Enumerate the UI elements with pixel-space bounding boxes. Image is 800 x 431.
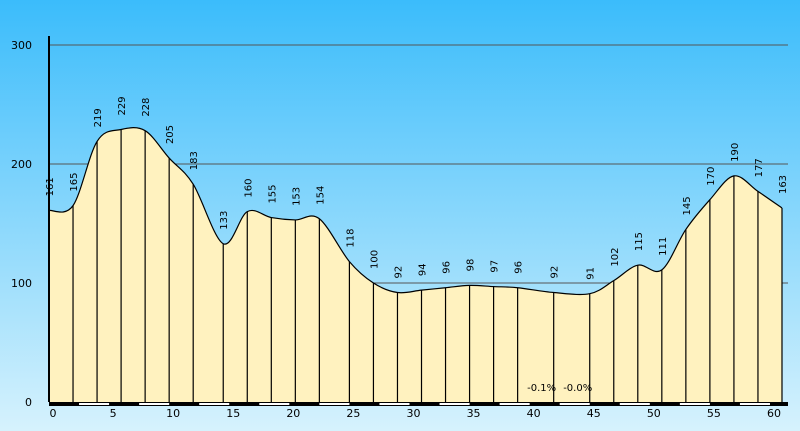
x-tick-label: 5 xyxy=(110,407,117,420)
x-axis-bar-segment xyxy=(499,403,530,405)
gradient-label: -0.0% xyxy=(563,383,592,394)
point-label: 100 xyxy=(369,250,380,269)
point-labels: 161 165 219 229 228 205 183 133 160 155 153 154 118 1… xyxy=(45,96,789,279)
x-axis-bar-segment xyxy=(619,403,650,405)
point-label: 155 xyxy=(267,184,278,203)
x-axis-bar-segment xyxy=(319,403,350,405)
point-label: 94 xyxy=(418,263,429,276)
point-label: 133 xyxy=(219,211,230,230)
point-label: 115 xyxy=(634,232,645,251)
gradient-label: -0.1% xyxy=(527,383,556,394)
point-label: 153 xyxy=(291,187,302,206)
point-label: 165 xyxy=(69,173,80,192)
y-tick-label: 0 xyxy=(25,396,32,409)
point-label: 161 xyxy=(45,177,56,196)
point-label: 96 xyxy=(442,261,453,274)
point-label: 111 xyxy=(658,237,669,256)
point-label: 228 xyxy=(141,98,152,117)
x-axis-bar-segment xyxy=(139,403,170,405)
x-tick-label: 30 xyxy=(406,407,420,420)
x-axis-bar-segment xyxy=(739,403,770,405)
x-axis-bar-segment xyxy=(79,403,110,405)
point-label: 219 xyxy=(93,108,104,127)
x-tick-label: 45 xyxy=(587,407,601,420)
point-label: 183 xyxy=(189,151,200,170)
point-label: 229 xyxy=(117,96,128,115)
point-label: 154 xyxy=(315,186,326,205)
x-tick-label: 0 xyxy=(50,407,57,420)
x-axis-bar-segment xyxy=(679,403,710,405)
point-label: 97 xyxy=(490,260,501,273)
x-axis-distance-bar xyxy=(49,402,788,406)
point-label: 92 xyxy=(393,266,404,279)
x-tick-label: 10 xyxy=(166,407,180,420)
x-axis-bar-segment xyxy=(259,403,290,405)
x-tick-label: 15 xyxy=(226,407,240,420)
x-tick-label: 50 xyxy=(647,407,661,420)
x-axis-ticks: 0 5 10 15 20 25 30 35 40 45 50 55 60 xyxy=(50,407,781,420)
point-label: 163 xyxy=(778,175,789,194)
point-label: 92 xyxy=(550,266,561,279)
point-label: 98 xyxy=(466,259,477,272)
x-tick-label: 35 xyxy=(467,407,481,420)
point-label: 170 xyxy=(706,167,717,186)
x-tick-label: 20 xyxy=(286,407,300,420)
point-label: 118 xyxy=(345,228,356,247)
x-axis-bar-segment xyxy=(439,403,470,405)
x-axis-bar-segment xyxy=(199,403,230,405)
point-label: 190 xyxy=(730,143,741,162)
point-label: 177 xyxy=(754,158,765,177)
y-tick-label: 200 xyxy=(11,158,32,171)
x-tick-label: 55 xyxy=(707,407,721,420)
elevation-area xyxy=(49,127,782,403)
y-tick-label: 300 xyxy=(11,39,32,52)
x-axis-bar-segment xyxy=(559,403,590,405)
point-label: 205 xyxy=(165,125,176,144)
point-label: 96 xyxy=(514,261,525,274)
x-tick-label: 60 xyxy=(767,407,781,420)
x-axis-bar-segment xyxy=(379,403,410,405)
elevation-line xyxy=(48,127,783,296)
point-label: 160 xyxy=(243,179,254,198)
y-axis-ticks: 0 100 200 300 xyxy=(11,39,32,409)
point-label: 91 xyxy=(586,267,597,280)
x-tick-label: 25 xyxy=(346,407,360,420)
x-tick-label: 40 xyxy=(527,407,541,420)
gradient-annotations: -0.1% -0.0% xyxy=(527,383,592,394)
y-tick-label: 100 xyxy=(11,277,32,290)
point-label: 102 xyxy=(610,248,621,267)
point-label: 145 xyxy=(682,196,693,215)
elevation-drop-lines xyxy=(72,129,783,402)
x-axis-bar-base xyxy=(49,402,788,406)
